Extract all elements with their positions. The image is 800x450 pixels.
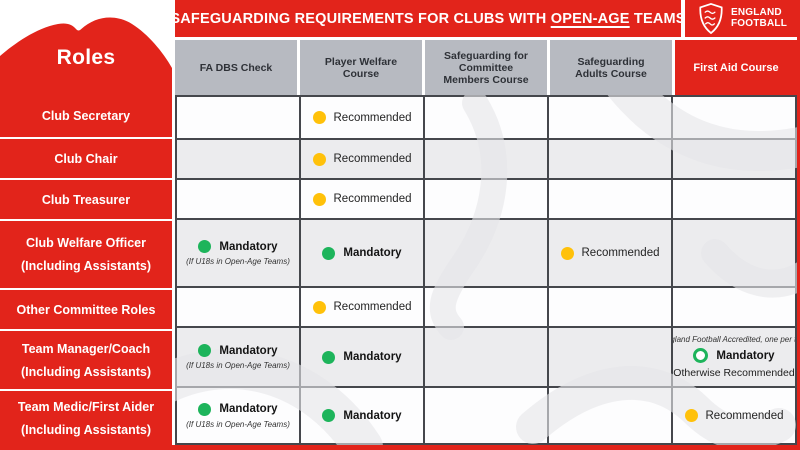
mandatory-dot-icon xyxy=(322,350,336,364)
table-cell xyxy=(425,288,547,326)
cell-note: (If U18s in Open-Age Teams) xyxy=(186,419,290,429)
recommended-dot-icon xyxy=(312,111,326,124)
table-cell xyxy=(177,140,299,178)
table-cell xyxy=(673,220,795,286)
col-header-adults: Safeguarding Adults Course xyxy=(550,40,672,95)
role-club-welfare-officer: Club Welfare Officer (Including Assistant… xyxy=(0,221,172,288)
table-cell xyxy=(673,97,795,138)
table-cell: Recommended xyxy=(301,140,423,178)
table-cell: Mandatory xyxy=(301,328,423,386)
cell-note: (If U18s in Open-Age Teams) xyxy=(186,257,290,266)
table-cell: Mandatory (If U18s in Open-Age Teams) xyxy=(177,220,299,286)
table-cell xyxy=(425,328,547,386)
title-underlined-word: OPEN-AGE xyxy=(550,10,630,27)
table-cell xyxy=(549,288,671,326)
recommended-dot-icon xyxy=(312,300,326,314)
col-header-player-welfare: Player Welfare Course xyxy=(300,40,422,95)
conditional-mandatory-ring-icon xyxy=(693,348,709,363)
table-cell xyxy=(673,180,795,218)
page-title: SAFEGUARDING REQUIREMENTS FOR CLUBS WITH… xyxy=(170,10,686,27)
table-cell xyxy=(177,288,299,326)
table-cell xyxy=(425,180,547,218)
red-swoosh-shape xyxy=(0,17,172,95)
table-cell xyxy=(549,328,671,386)
table-cell: Recommended xyxy=(673,388,795,443)
role-club-chair: Club Chair xyxy=(0,139,172,178)
table-cell xyxy=(177,180,299,218)
role-club-treasurer: Club Treasurer xyxy=(0,180,172,219)
role-other-committee: Other Committee Roles xyxy=(0,290,172,329)
england-football-logo: ENGLAND FOOTBALL xyxy=(685,0,800,37)
recommended-dot-icon xyxy=(312,192,326,206)
requirements-table: Recommended Recommended Recommended Mand… xyxy=(175,95,797,445)
table-cell: Recommended xyxy=(549,220,671,286)
table-cell xyxy=(177,97,299,138)
recommended-dot-icon xyxy=(684,409,698,422)
recommended-dot-icon xyxy=(560,246,574,260)
col-header-fa-dbs: FA DBS Check xyxy=(175,40,297,95)
three-lions-crest-icon xyxy=(699,3,723,34)
table-cell: Mandatory (If U18s in Open-Age Teams) xyxy=(177,388,299,443)
table-cell: Recommended xyxy=(301,97,423,138)
cell-extra-text: Otherwise Recommended xyxy=(673,367,795,379)
table-cell xyxy=(673,140,795,178)
mandatory-dot-icon xyxy=(322,246,336,260)
cell-note: (If England Football Accredited, one per… xyxy=(673,335,795,344)
table-cell: Recommended xyxy=(301,288,423,326)
red-border-bottom xyxy=(0,445,800,450)
table-cell xyxy=(425,97,547,138)
table-cell: Mandatory (If U18s in Open-Age Teams) xyxy=(177,328,299,386)
mandatory-dot-icon xyxy=(322,409,336,422)
col-header-committee: Safeguarding for Committee Members Cours… xyxy=(425,40,547,95)
role-club-secretary: Club Secretary xyxy=(0,95,172,137)
roles-column: Club Secretary Club Chair Club Treasurer… xyxy=(0,95,172,445)
table-cell xyxy=(425,140,547,178)
logo-wordmark: ENGLAND FOOTBALL xyxy=(730,6,788,29)
mandatory-dot-icon xyxy=(198,240,212,253)
table-cell: Mandatory xyxy=(301,220,423,286)
column-header-row: FA DBS Check Player Welfare Course Safeg… xyxy=(175,40,797,95)
table-cell xyxy=(425,220,547,286)
table-cell xyxy=(673,288,795,326)
mandatory-dot-icon xyxy=(198,344,212,357)
table-cell xyxy=(425,388,547,443)
cell-note: (If U18s in Open-Age Teams) xyxy=(186,361,290,370)
role-team-manager-coach: Team Manager/Coach (Including Assistants) xyxy=(0,331,172,389)
roles-header-label: Roles xyxy=(56,46,116,69)
table-cell xyxy=(549,97,671,138)
table-cell xyxy=(549,180,671,218)
red-border-right xyxy=(797,0,800,450)
title-banner: SAFEGUARDING REQUIREMENTS FOR CLUBS WITH… xyxy=(170,0,685,37)
table-cell: (If England Football Accredited, one per… xyxy=(673,328,795,386)
roles-header: Roles xyxy=(0,0,172,95)
mandatory-dot-icon xyxy=(198,402,212,416)
table-cell: Recommended xyxy=(301,180,423,218)
recommended-dot-icon xyxy=(312,152,326,166)
col-header-first-aid: First Aid Course xyxy=(675,40,797,95)
role-team-medic: Team Medic/First Aider (Including Assista… xyxy=(0,391,172,445)
table-cell xyxy=(549,140,671,178)
table-cell: Mandatory xyxy=(301,388,423,443)
table-cell xyxy=(549,388,671,443)
